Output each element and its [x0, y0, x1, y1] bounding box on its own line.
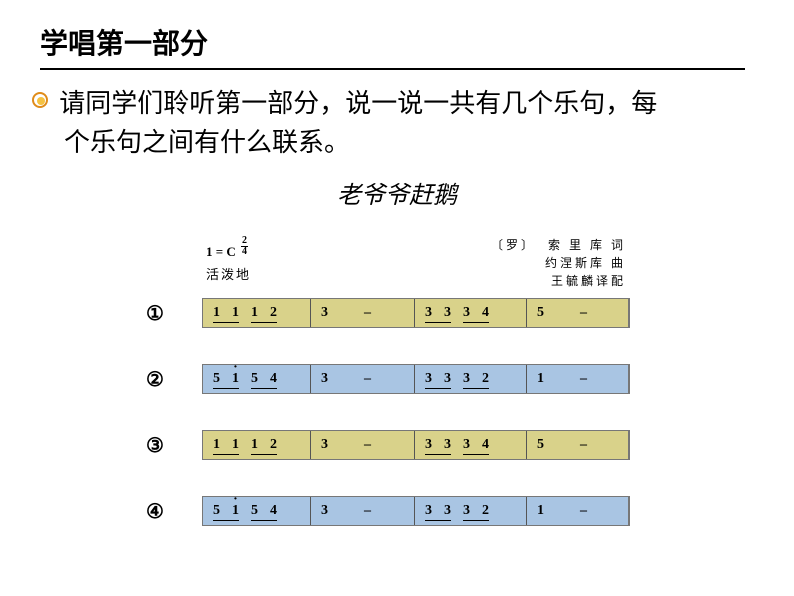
- phrase-bar: 11123–33345–: [202, 298, 630, 328]
- phrase-number: ③: [146, 433, 202, 458]
- phrase-bar: 11123–33345–: [202, 430, 630, 460]
- measure: 3–: [311, 365, 415, 393]
- phrase-row: ①11123–33345–: [146, 298, 630, 328]
- phrase-row: ④51543–33321–: [146, 496, 630, 526]
- song-title: 老爷爷赶鹅: [0, 175, 794, 210]
- phrase-row: ②51543–33321–: [146, 364, 630, 394]
- credit-line-2: 约涅斯库 曲: [491, 254, 626, 272]
- phrase-bar: 51543–33321–: [202, 364, 630, 394]
- instruction-line1: 请同学们聆听第一部分，说一说一共有几个乐句，每: [59, 88, 657, 118]
- instruction-text: 请同学们聆听第一部分，说一说一共有几个乐句，每 个乐句之间有什么联系。: [32, 88, 744, 162]
- phrase-row: ③11123–33345–: [146, 430, 630, 460]
- measure: 1–: [527, 497, 629, 525]
- key-signature: 1 = C 2 4: [206, 244, 248, 259]
- instruction-paragraph: 请同学们聆听第一部分，说一说一共有几个乐句，每 个乐句之间有什么联系。: [32, 84, 744, 162]
- measure: 3–: [311, 299, 415, 327]
- phrase-list: ①11123–33345–②51543–33321–③11123–33345–④…: [146, 298, 630, 562]
- measure: 1112: [203, 431, 311, 459]
- measure: 3332: [415, 497, 527, 525]
- credits: 〔罗〕 索 里 库 词 约涅斯库 曲 王毓麟译配: [491, 236, 626, 290]
- measure: 3–: [311, 431, 415, 459]
- measure: 3334: [415, 299, 527, 327]
- measure: 5154: [203, 365, 311, 393]
- score-meta: 1 = C 2 4 活泼地 〔罗〕 索 里 库 词 约涅斯库 曲 王毓麟译配: [206, 236, 626, 283]
- measure: 5–: [527, 431, 629, 459]
- measure: 3332: [415, 365, 527, 393]
- time-bottom: 4: [241, 247, 248, 257]
- key-text: 1 = C: [206, 244, 236, 259]
- credit-line-3: 王毓麟译配: [491, 272, 626, 290]
- phrase-bar: 51543–33321–: [202, 496, 630, 526]
- measure: 3–: [311, 497, 415, 525]
- measure: 1112: [203, 299, 311, 327]
- measure: 5154: [203, 497, 311, 525]
- time-signature: 2 4: [241, 236, 248, 257]
- section-heading: 学唱第一部分: [40, 22, 745, 70]
- measure: 1–: [527, 365, 629, 393]
- bullet-icon: [32, 92, 48, 108]
- instruction-line2: 个乐句之间有什么联系。: [64, 123, 744, 162]
- phrase-number: ④: [146, 499, 202, 524]
- credit-line-1: 〔罗〕 索 里 库 词: [491, 236, 626, 254]
- measure: 3334: [415, 431, 527, 459]
- phrase-number: ①: [146, 301, 202, 326]
- measure: 5–: [527, 299, 629, 327]
- phrase-number: ②: [146, 367, 202, 392]
